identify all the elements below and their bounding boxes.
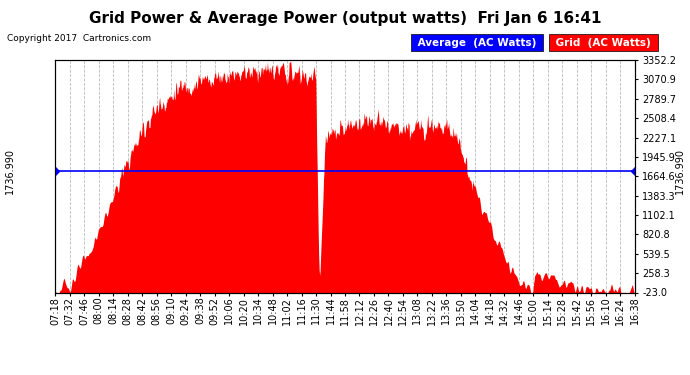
Text: Grid  (AC Watts): Grid (AC Watts) <box>552 38 654 48</box>
Text: Copyright 2017  Cartronics.com: Copyright 2017 Cartronics.com <box>7 34 151 43</box>
Text: Average  (AC Watts): Average (AC Watts) <box>414 38 540 48</box>
Text: 1736.990: 1736.990 <box>676 148 685 194</box>
Text: Grid Power & Average Power (output watts)  Fri Jan 6 16:41: Grid Power & Average Power (output watts… <box>89 11 601 26</box>
Text: 1736.990: 1736.990 <box>5 148 14 194</box>
